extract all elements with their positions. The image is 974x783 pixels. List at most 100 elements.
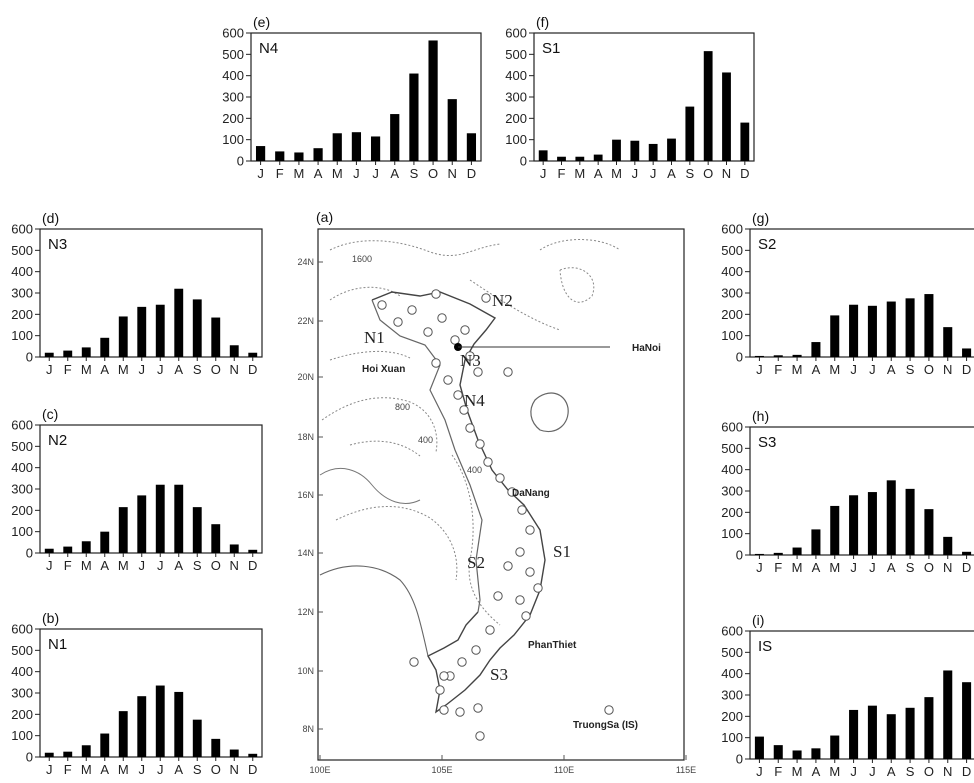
y-tick-label: 300 [721, 688, 743, 703]
x-tick-label: J [157, 558, 164, 573]
x-tick-label: D [962, 764, 971, 779]
coastline [371, 291, 546, 714]
bar [905, 488, 915, 555]
bar [44, 752, 54, 757]
y-tick-label: 300 [721, 484, 743, 499]
x-tick-label: J [46, 362, 53, 377]
x-tick-label: J [756, 764, 763, 779]
lat-label: 10N [297, 666, 314, 676]
x-tick-label: A [812, 764, 821, 779]
station-marker [465, 351, 475, 361]
bar [428, 40, 438, 161]
bar [137, 495, 147, 553]
station-marker [493, 591, 503, 601]
y-tick-label: 0 [26, 350, 33, 365]
contour-line [539, 239, 621, 251]
lat-label: 16N [297, 490, 314, 500]
bar [248, 549, 258, 553]
river [319, 467, 421, 504]
x-tick-label: S [193, 558, 202, 573]
x-tick-label: J [353, 166, 360, 181]
station-marker [473, 367, 483, 377]
bar [773, 552, 783, 555]
map-region-label: S1 [553, 542, 571, 561]
x-tick-label: A [100, 558, 109, 573]
map-city-label: DaNang [512, 488, 550, 499]
plot-frame [39, 228, 263, 358]
bar [905, 707, 915, 759]
lat-label: 18N [297, 432, 314, 442]
contour-line [329, 351, 411, 361]
bar [924, 697, 934, 759]
bar [248, 352, 258, 357]
y-tick-label: 0 [736, 752, 743, 767]
x-tick-label: D [467, 166, 476, 181]
y-tick-label: 100 [11, 328, 33, 343]
station-marker [471, 645, 481, 655]
region-label: S1 [542, 40, 560, 57]
bar [248, 753, 258, 757]
station-marker [515, 595, 525, 605]
x-tick-label: J [157, 762, 164, 777]
x-tick-label: A [812, 362, 821, 377]
lat-label: 8N [302, 724, 314, 734]
x-tick-label: J [756, 560, 763, 575]
y-tick-label: 200 [721, 709, 743, 724]
x-tick-label: A [174, 558, 183, 573]
map-city-label: PhanThiet [528, 640, 577, 651]
y-tick-label: 200 [721, 307, 743, 322]
bar [313, 148, 323, 161]
y-tick-label: 200 [505, 111, 527, 126]
station-marker [439, 671, 449, 681]
bar [192, 507, 202, 553]
y-tick-label: 300 [222, 90, 244, 105]
bar [211, 738, 221, 757]
x-tick-label: M [81, 762, 92, 777]
bar [44, 352, 54, 357]
contour-label: 400 [418, 435, 433, 445]
station-marker [481, 293, 491, 303]
y-tick-label: 600 [505, 26, 527, 41]
bar [255, 146, 266, 161]
x-tick-label: F [64, 362, 72, 377]
x-tick-label: N [230, 558, 239, 573]
station-marker [503, 367, 513, 377]
y-tick-label: 500 [721, 645, 743, 660]
y-tick-label: 0 [237, 154, 244, 169]
bar [722, 72, 731, 161]
y-tick-label: 500 [11, 439, 33, 454]
bar [332, 133, 342, 161]
x-tick-label: M [829, 560, 840, 575]
bar [612, 139, 621, 161]
lat-label: 14N [297, 548, 314, 558]
x-tick-label: A [100, 762, 109, 777]
panel-label: (i) [752, 612, 764, 628]
y-tick-label: 400 [11, 664, 33, 679]
station-marker [521, 611, 531, 621]
bar [924, 294, 934, 357]
bar [962, 682, 972, 759]
x-tick-label: M [829, 764, 840, 779]
contour-line [559, 267, 595, 303]
bar [294, 152, 304, 161]
y-tick-label: 100 [11, 728, 33, 743]
bar [100, 337, 110, 357]
bar [229, 749, 239, 757]
x-tick-label: N [943, 764, 952, 779]
bar [192, 719, 202, 757]
bar [100, 733, 110, 757]
x-tick-label: O [211, 558, 221, 573]
x-tick-label: O [211, 762, 221, 777]
x-tick-label: J [157, 362, 164, 377]
bar [740, 122, 750, 161]
x-tick-label: A [812, 560, 821, 575]
bar [63, 350, 73, 357]
y-tick-label: 500 [721, 441, 743, 456]
x-tick-label: A [887, 362, 896, 377]
region-label: IS [758, 638, 772, 655]
x-tick-label: F [774, 362, 782, 377]
bar [370, 136, 381, 161]
x-tick-label: A [887, 764, 896, 779]
